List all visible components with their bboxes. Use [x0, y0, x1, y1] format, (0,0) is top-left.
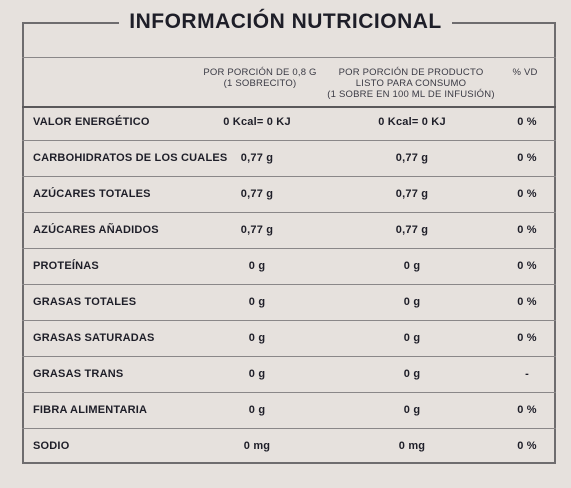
per-product-value: 0 g	[403, 332, 421, 344]
per-portion-value: 0 g	[248, 260, 266, 272]
header-top-divider	[22, 57, 556, 58]
row-divider	[22, 140, 556, 141]
table-row: AZÚCARES AÑADIDOS 0,77 g 0,77 g 0 %	[22, 212, 556, 248]
row-divider	[22, 212, 556, 213]
per-product-value: 0 Kcal= 0 KJ	[378, 116, 446, 128]
daily-value-percent: 0 %	[517, 224, 537, 236]
column-header-per-portion-line1: POR PORCIÓN DE 0,8 G	[203, 67, 317, 78]
row-divider	[22, 248, 556, 249]
column-header-vd: % VD	[502, 67, 548, 78]
title-container: INFORMACIÓN NUTRICIONAL	[0, 10, 571, 34]
per-product-value: 0 g	[403, 260, 421, 272]
daily-value-percent: 0 %	[517, 332, 537, 344]
page-title: INFORMACIÓN NUTRICIONAL	[119, 10, 452, 34]
column-header-per-product-line3: (1 SOBRE EN 100 ML DE INFUSIÓN)	[327, 89, 495, 100]
nutrient-name: GRASAS SATURADAS	[33, 332, 155, 344]
per-product-value: 0 g	[403, 296, 421, 308]
column-header-per-product: POR PORCIÓN DE PRODUCTO LISTO PARA CONSU…	[318, 67, 504, 100]
nutrient-name: AZÚCARES TOTALES	[33, 188, 151, 200]
nutrient-name: AZÚCARES AÑADIDOS	[33, 224, 159, 236]
per-product-value: 0,77 g	[395, 188, 429, 200]
nutrient-name: SODIO	[33, 440, 70, 452]
row-divider	[22, 392, 556, 393]
per-portion-value: 0 g	[248, 332, 266, 344]
per-portion-value: 0 g	[248, 404, 266, 416]
daily-value-percent: 0 %	[517, 260, 537, 272]
daily-value-percent: -	[525, 368, 529, 380]
nutrient-name: CARBOHIDRATOS DE LOS CUALES	[33, 152, 228, 164]
row-divider	[22, 356, 556, 357]
row-divider	[22, 176, 556, 177]
daily-value-percent: 0 %	[517, 188, 537, 200]
column-header-per-portion: POR PORCIÓN DE 0,8 G (1 SOBRECITO)	[190, 67, 330, 89]
table-row: AZÚCARES TOTALES 0,77 g 0,77 g 0 %	[22, 176, 556, 212]
table-row: CARBOHIDRATOS DE LOS CUALES 0,77 g 0,77 g 0…	[22, 140, 556, 176]
column-header-per-product-line2: LISTO PARA CONSUMO	[355, 78, 467, 89]
table-row: FIBRA ALIMENTARIA 0 g 0 g 0 %	[22, 392, 556, 428]
column-header-per-product-line1: POR PORCIÓN DE PRODUCTO	[338, 67, 484, 78]
daily-value-percent: 0 %	[517, 152, 537, 164]
per-product-value: 0 g	[403, 404, 421, 416]
nutrient-name: GRASAS TRANS	[33, 368, 124, 380]
per-product-value: 0,77 g	[395, 152, 429, 164]
nutrient-name: PROTEÍNAS	[33, 260, 99, 272]
table-row: PROTEÍNAS 0 g 0 g 0 %	[22, 248, 556, 284]
daily-value-percent: 0 %	[517, 440, 537, 452]
per-portion-value: 0,77 g	[240, 188, 274, 200]
daily-value-percent: 0 %	[517, 296, 537, 308]
daily-value-percent: 0 %	[517, 116, 537, 128]
per-product-value: 0 mg	[398, 440, 426, 452]
nutrient-name: GRASAS TOTALES	[33, 296, 137, 308]
per-portion-value: 0 g	[248, 368, 266, 380]
per-product-value: 0,77 g	[395, 224, 429, 236]
table-row: GRASAS TRANS 0 g 0 g -	[22, 356, 556, 392]
column-header-vd-label: % VD	[512, 67, 538, 78]
per-portion-value: 0,77 g	[240, 152, 274, 164]
nutrient-name: VALOR ENERGÉTICO	[33, 116, 150, 128]
daily-value-percent: 0 %	[517, 404, 537, 416]
per-portion-value: 0,77 g	[240, 224, 274, 236]
per-portion-value: 0 g	[248, 296, 266, 308]
row-divider	[22, 320, 556, 321]
header-bottom-divider	[22, 106, 556, 108]
table-row: VALOR ENERGÉTICO 0 Kcal= 0 KJ 0 Kcal= 0 KJ…	[22, 104, 556, 140]
nutrient-name: FIBRA ALIMENTARIA	[33, 404, 148, 416]
table-row: GRASAS SATURADAS 0 g 0 g 0 %	[22, 320, 556, 356]
table-row: GRASAS TOTALES 0 g 0 g 0 %	[22, 284, 556, 320]
per-portion-value: 0 mg	[243, 440, 271, 452]
table-row: SODIO 0 mg 0 mg 0 %	[22, 428, 556, 464]
per-portion-value: 0 Kcal= 0 KJ	[223, 116, 291, 128]
per-product-value: 0 g	[403, 368, 421, 380]
row-divider	[22, 428, 556, 429]
row-divider	[22, 284, 556, 285]
column-header-per-portion-line2: (1 SOBRECITO)	[223, 78, 297, 89]
